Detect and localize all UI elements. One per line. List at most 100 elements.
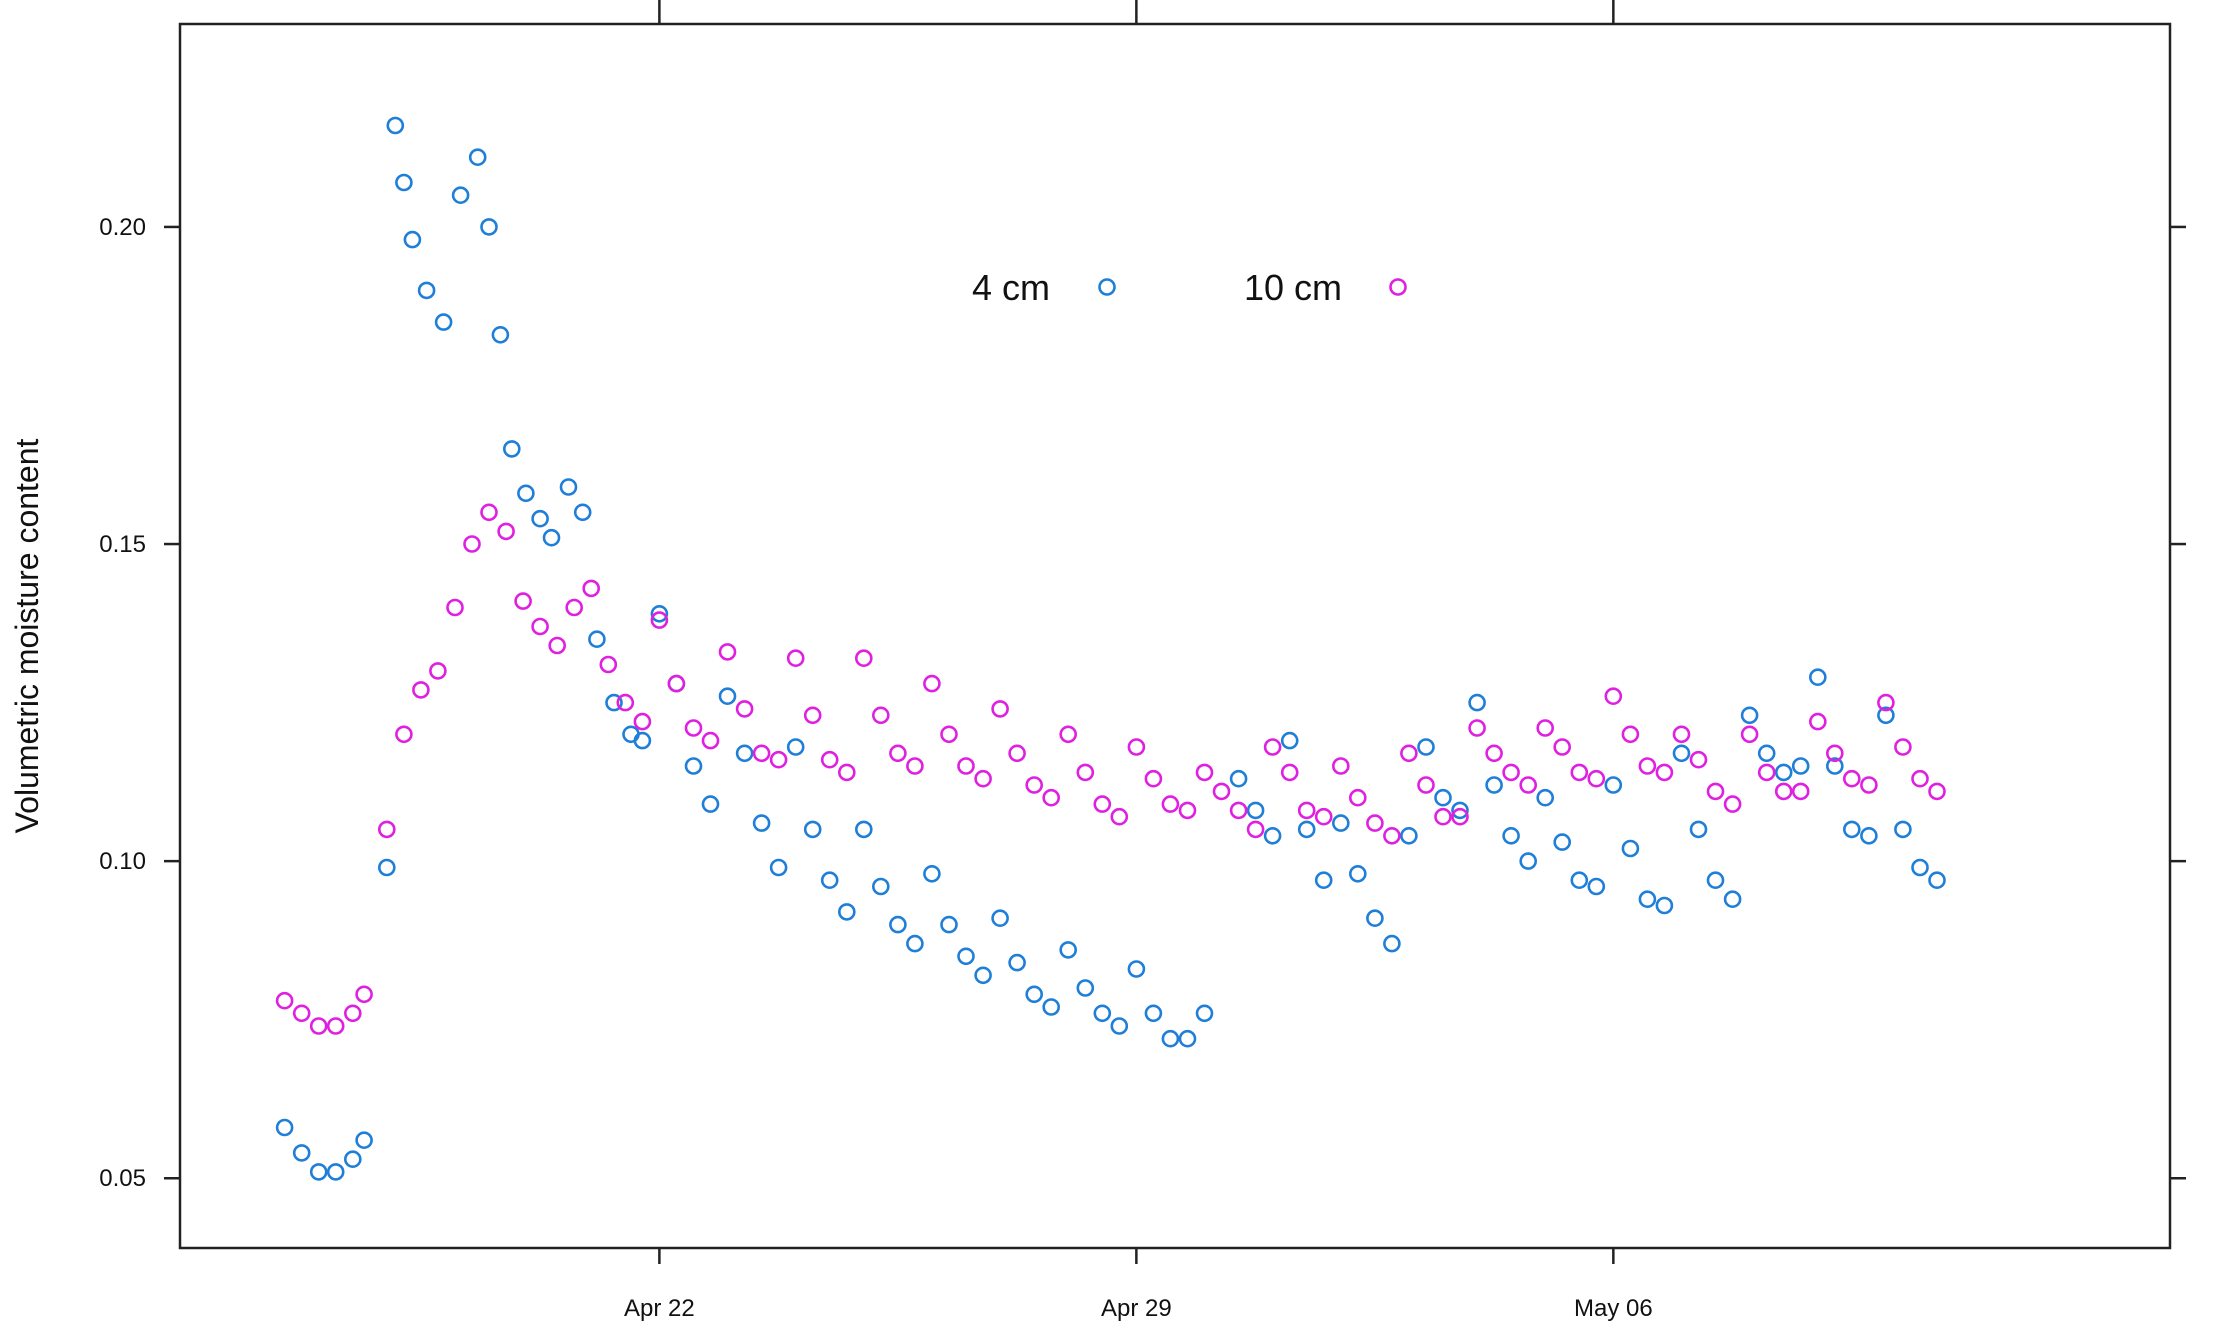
data-point xyxy=(1263,738,1282,756)
data-point xyxy=(1400,826,1418,845)
data-point xyxy=(1655,763,1674,782)
legend-label-4cm: 4 cm xyxy=(972,267,1050,308)
data-point xyxy=(480,503,498,522)
data-point xyxy=(355,985,373,1004)
data-point xyxy=(1809,668,1827,687)
data-point xyxy=(1860,776,1878,794)
data-point xyxy=(326,1163,345,1181)
data-point xyxy=(1468,693,1486,712)
data-point xyxy=(1570,871,1589,890)
data-point xyxy=(1928,782,1946,801)
data-point xyxy=(1025,985,1043,1004)
data-point xyxy=(1689,750,1708,769)
y-tick-label: 0.15 xyxy=(99,531,146,558)
series-4cm xyxy=(275,116,1946,1181)
data-point xyxy=(1519,852,1537,870)
data-point xyxy=(837,763,856,782)
data-point xyxy=(1587,877,1606,896)
data-point xyxy=(889,744,907,763)
data-point xyxy=(1774,763,1793,782)
data-point xyxy=(1349,788,1367,807)
y-tick-label: 0.10 xyxy=(99,848,146,875)
data-point xyxy=(974,966,992,985)
data-point xyxy=(343,1004,362,1023)
data-point xyxy=(1229,769,1248,788)
data-point xyxy=(1076,979,1095,997)
data-point xyxy=(735,744,754,763)
data-point xyxy=(451,186,470,204)
data-point xyxy=(1519,776,1537,794)
data-point xyxy=(1911,858,1929,877)
data-point xyxy=(1570,763,1589,782)
data-point xyxy=(309,1163,328,1181)
data-point xyxy=(309,1017,328,1035)
data-point xyxy=(854,820,873,839)
data-point xyxy=(1280,731,1299,750)
data-point xyxy=(582,579,601,598)
data-point xyxy=(650,604,669,623)
y-tick-label: 0.05 xyxy=(99,1165,146,1192)
data-point xyxy=(616,693,635,712)
data-point xyxy=(1860,826,1878,845)
data-point xyxy=(1178,1029,1197,1048)
data-point xyxy=(588,630,606,649)
y-tick-label: 0.20 xyxy=(99,214,146,241)
data-point xyxy=(1621,725,1640,744)
data-point xyxy=(940,725,958,744)
data-point xyxy=(1383,934,1401,953)
y-axis-title: Volumetric moisture content xyxy=(9,438,45,833)
data-point xyxy=(395,173,413,192)
legend: 4 cm 10 cm xyxy=(972,267,1407,308)
data-point xyxy=(1314,807,1333,826)
data-point xyxy=(1229,801,1248,820)
data-point xyxy=(599,655,618,674)
data-point xyxy=(1144,769,1163,788)
data-point xyxy=(355,1131,373,1149)
legend-marker-10cm xyxy=(1389,278,1407,296)
data-point xyxy=(1809,712,1827,731)
data-point xyxy=(1826,757,1844,775)
data-point xyxy=(1076,763,1095,782)
data-point xyxy=(403,230,422,249)
data-point xyxy=(548,636,567,655)
data-point xyxy=(803,820,822,839)
data-point xyxy=(633,731,652,750)
data-point xyxy=(1297,801,1316,820)
data-point xyxy=(1161,1029,1180,1048)
series-10cm xyxy=(275,503,1946,1035)
data-point xyxy=(650,611,669,629)
data-point xyxy=(275,1118,294,1137)
data-point xyxy=(752,744,771,763)
data-point xyxy=(1553,738,1571,756)
data-point xyxy=(1297,820,1316,839)
data-point xyxy=(1706,782,1725,801)
data-point xyxy=(1638,890,1657,909)
data-point xyxy=(1332,757,1350,775)
x-axis: Apr 22 Apr 29 May 06 xyxy=(624,0,1653,1322)
data-point xyxy=(1894,738,1912,756)
data-point xyxy=(1655,896,1674,915)
data-point xyxy=(1280,763,1299,782)
data-point xyxy=(1911,769,1929,788)
data-point xyxy=(377,858,396,877)
data-point xyxy=(1877,706,1895,725)
data-point xyxy=(1246,801,1265,820)
data-point xyxy=(684,719,703,737)
data-point xyxy=(1502,826,1520,845)
data-point xyxy=(667,674,686,693)
data-point xyxy=(1757,744,1776,763)
data-point xyxy=(1434,788,1452,807)
data-point xyxy=(1246,820,1265,839)
data-point xyxy=(491,325,510,344)
data-point xyxy=(1195,763,1214,782)
data-point xyxy=(820,750,839,769)
data-point xyxy=(957,757,975,775)
data-point xyxy=(1110,1017,1129,1035)
data-point xyxy=(1706,871,1725,890)
data-point xyxy=(1008,744,1026,763)
data-point xyxy=(1894,820,1912,839)
data-point xyxy=(395,725,413,744)
data-point xyxy=(1553,833,1571,851)
